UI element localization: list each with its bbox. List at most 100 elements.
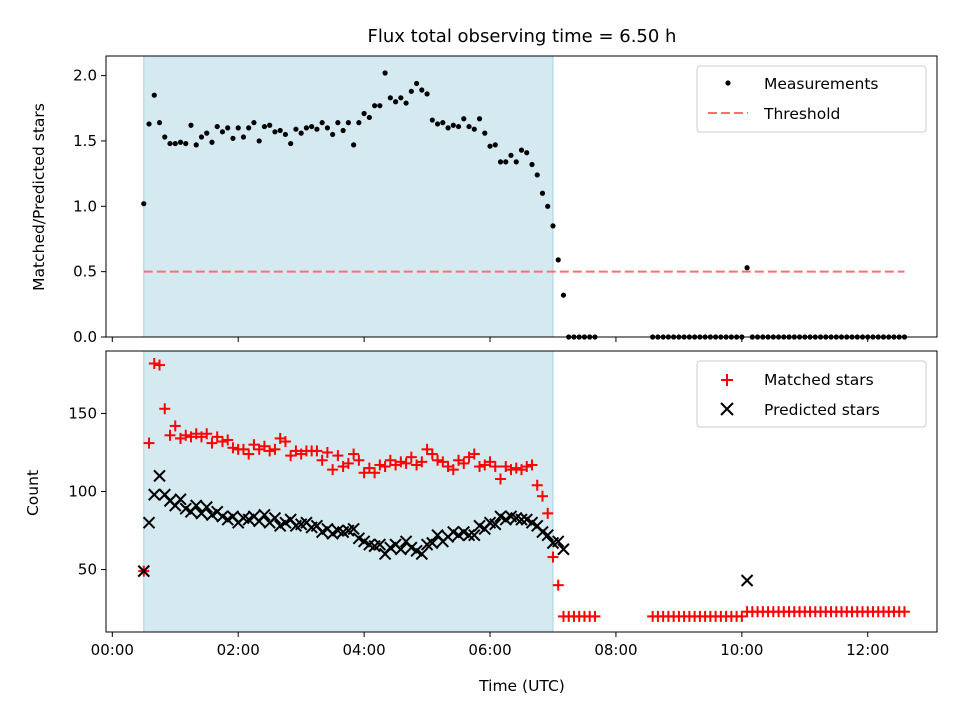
matched-star-point	[227, 442, 239, 454]
top-legend-box	[696, 65, 927, 133]
y-tick-label: 2.0	[73, 67, 97, 85]
predicted-star-point	[489, 518, 502, 531]
measurement-point	[539, 190, 546, 196]
measurement-point	[225, 125, 231, 131]
measurement-point	[193, 142, 199, 148]
predicted-star-point	[142, 516, 156, 529]
predicted-star-point	[148, 488, 161, 501]
measurement-point	[503, 159, 509, 165]
predicted-star-point	[200, 500, 213, 514]
measurement-point	[314, 126, 320, 132]
matched-star-point	[426, 448, 438, 460]
matched-star-point	[258, 440, 270, 452]
matched-star-point	[736, 610, 748, 622]
measurement-point	[293, 126, 299, 132]
matched-star-point	[547, 551, 559, 563]
bottom-observing-span	[143, 350, 554, 633]
legend-measurements-marker	[725, 80, 731, 86]
measurement-point	[497, 159, 504, 165]
matched-star-point	[369, 467, 381, 479]
top-panel: 0.00.51.01.52.0 Matched/Predicted stars …	[30, 55, 938, 346]
matched-star-point	[421, 443, 433, 455]
measurement-point	[298, 130, 304, 136]
measurement-point	[340, 127, 346, 134]
matched-star-point	[279, 436, 291, 448]
matched-star-point	[159, 403, 171, 415]
predicted-star-point	[347, 522, 360, 536]
matched-star-point	[285, 450, 297, 462]
measurement-point	[550, 223, 556, 229]
matched-star-point	[211, 431, 223, 443]
measurement-point	[419, 87, 425, 93]
x-tick-label: 10:00	[720, 641, 763, 659]
top-y-ticks: 0.0 0.5 1.0 1.5 2.0	[73, 67, 106, 346]
measurement-point	[377, 103, 383, 109]
measurement-point	[141, 201, 147, 207]
measurement-point	[309, 123, 315, 130]
measurement-point	[251, 120, 257, 126]
x-tick-label: 12:00	[846, 641, 889, 659]
x-tick-label: 00:00	[91, 641, 134, 659]
measurement-point	[351, 142, 357, 148]
measurement-point	[198, 134, 205, 140]
legend-predicted-marker	[720, 402, 734, 416]
matched-star-point	[542, 507, 554, 519]
measurement-point	[167, 140, 173, 147]
matched-star-point	[505, 464, 517, 476]
measurement-point	[267, 122, 273, 128]
y-tick-label: 0.5	[73, 263, 97, 281]
matched-star-point	[437, 456, 449, 468]
predicted-star-point	[462, 529, 476, 542]
matched-star-point	[327, 464, 339, 476]
measurement-point	[214, 123, 220, 130]
y-tick-label: 1.5	[73, 132, 97, 150]
legend-matched-marker	[721, 374, 733, 386]
measurement-point	[555, 257, 561, 263]
top-legend: Measurements Threshold	[696, 65, 927, 133]
measurement-point	[272, 129, 278, 135]
measurement-point	[482, 130, 488, 136]
measurement-point	[366, 114, 372, 121]
predicted-star-point	[394, 543, 408, 556]
measurement-point	[492, 142, 498, 148]
bottom-x-ticks: 00:00 02:00 04:00 06:00 08:00 10:00 12:00	[91, 632, 889, 659]
measurement-point	[246, 125, 252, 131]
matched-star-point	[484, 456, 496, 468]
matched-star-point	[169, 420, 181, 432]
measurement-point	[513, 159, 519, 165]
predicted-star-point	[557, 543, 570, 556]
measurement-point	[256, 138, 262, 144]
predicted-star-point	[174, 493, 187, 506]
predicted-star-point	[268, 511, 282, 525]
measurement-point	[455, 123, 462, 130]
legend-predicted-label: Predicted stars	[764, 401, 880, 419]
x-tick-label: 08:00	[594, 641, 637, 659]
measurement-point	[372, 103, 378, 109]
matched-star-point	[143, 437, 155, 449]
matched-star-point	[432, 454, 444, 466]
measurement-point	[392, 99, 399, 105]
bottom-legend-box	[696, 360, 927, 428]
matched-star-point	[243, 448, 255, 460]
matched-star-point	[206, 437, 218, 449]
matched-star-point	[536, 490, 548, 502]
predicted-star-point	[373, 538, 387, 551]
matched-star-point	[489, 461, 501, 473]
top-y-axis-label: Matched/Predicted stars	[30, 103, 48, 291]
matched-star-point	[589, 610, 601, 622]
matched-star-point	[898, 606, 910, 618]
measurement-point	[282, 131, 289, 138]
star-count-points	[137, 357, 910, 622]
legend-threshold-label: Threshold	[763, 105, 840, 123]
matched-star-point	[316, 454, 328, 466]
matched-star-point	[531, 479, 543, 491]
y-tick-label: 150	[68, 404, 97, 422]
measurement-point	[240, 134, 247, 140]
predicted-star-point	[258, 508, 271, 522]
y-tick-label: 100	[68, 483, 97, 501]
measurement-point	[508, 152, 514, 158]
measurement-point	[382, 70, 388, 76]
predicted-star-point	[552, 535, 565, 548]
matched-star-point	[248, 439, 260, 451]
measurement-point	[424, 91, 430, 97]
